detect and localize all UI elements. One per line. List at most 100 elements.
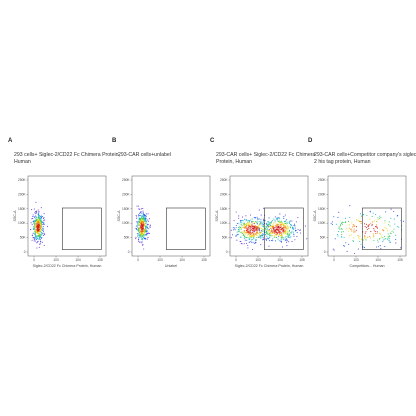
data-point: [375, 246, 378, 248]
data-point: [249, 241, 251, 243]
data-point: [282, 238, 284, 241]
scatter-plot-c: 250K 200K 150K 100K 50K 0 0 103 104 105 SSC-A Sigle…: [215, 175, 309, 268]
data-point: [251, 218, 253, 220]
data-point: [364, 236, 366, 238]
data-point: [372, 233, 374, 235]
data-point: [350, 228, 353, 230]
data-point: [250, 224, 252, 226]
data-point: [343, 221, 345, 224]
data-point: [278, 234, 280, 236]
data-point: [137, 227, 139, 229]
data-point: [142, 216, 144, 219]
data-point: [35, 238, 37, 241]
data-point: [255, 227, 257, 229]
data-point: [39, 226, 41, 228]
data-point: [41, 233, 43, 236]
data-point: [356, 219, 358, 221]
data-point: [280, 233, 282, 235]
data-point: [144, 230, 147, 233]
data-point: [258, 229, 260, 231]
data-point: [35, 228, 37, 230]
y-tick-label: 100K: [220, 221, 228, 225]
data-point: [306, 238, 308, 240]
data-point: [36, 228, 38, 230]
data-point: [243, 224, 245, 226]
data-point: [250, 230, 252, 232]
data-point: [377, 217, 379, 219]
data-point: [139, 219, 141, 221]
data-point: [253, 232, 255, 234]
data-point: [268, 225, 270, 227]
data-point: [270, 232, 272, 234]
data-point: [256, 223, 258, 225]
data-point: [334, 238, 336, 240]
data-point: [354, 231, 356, 233]
data-point: [272, 240, 274, 242]
data-point: [247, 247, 249, 249]
data-point: [278, 227, 280, 229]
data-point: [348, 243, 350, 245]
y-tick-label: 100K: [318, 221, 326, 225]
data-point: [276, 224, 278, 226]
data-point: [31, 234, 33, 236]
data-point: [35, 212, 37, 214]
data-point: [146, 230, 148, 233]
data-point: [232, 234, 234, 236]
data-point: [389, 240, 391, 242]
data-point: [341, 228, 343, 230]
data-point: [33, 208, 35, 210]
data-point: [39, 219, 42, 221]
data-point: [139, 227, 141, 229]
data-point: [282, 228, 284, 230]
data-point: [396, 226, 398, 228]
data-point: [136, 233, 138, 235]
data-point: [138, 227, 140, 229]
data-point: [272, 224, 274, 226]
data-point: [296, 236, 298, 238]
data-point: [145, 221, 147, 223]
data-point: [34, 212, 36, 214]
data-point: [258, 226, 260, 228]
data-point: [260, 230, 263, 232]
data-point: [235, 234, 237, 236]
data-point: [363, 247, 366, 249]
data-point: [279, 230, 281, 232]
data-point: [353, 252, 355, 254]
data-point: [136, 221, 138, 223]
data-point: [262, 234, 264, 236]
data-point: [283, 217, 285, 219]
data-point: [342, 223, 344, 225]
data-point: [138, 215, 140, 217]
data-point: [352, 226, 354, 228]
data-point: [352, 239, 354, 242]
data-point: [366, 214, 368, 216]
data-point: [250, 235, 252, 237]
data-point: [253, 230, 255, 232]
y-tick-label: 250K: [18, 178, 26, 182]
data-point: [141, 226, 143, 228]
data-point: [243, 235, 246, 237]
data-point: [276, 226, 278, 228]
data-point: [145, 222, 147, 225]
data-point: [352, 240, 355, 243]
data-point: [353, 228, 355, 230]
data-point: [285, 241, 288, 243]
data-point: [394, 223, 396, 225]
data-point: [398, 226, 400, 228]
data-point: [350, 234, 352, 236]
data-point: [147, 220, 149, 222]
data-point: [39, 215, 41, 217]
data-point: [144, 215, 146, 217]
data-point: [36, 232, 39, 234]
data-point: [278, 236, 280, 238]
data-point: [286, 229, 288, 231]
data-point: [258, 225, 260, 227]
data-point: [393, 211, 395, 213]
data-point: [37, 234, 39, 237]
data-point: [35, 230, 37, 232]
data-point: [348, 235, 350, 237]
panel-letter-d: D: [308, 138, 313, 144]
data-point: [140, 218, 142, 220]
data-point: [238, 215, 240, 217]
data-point: [138, 235, 140, 237]
